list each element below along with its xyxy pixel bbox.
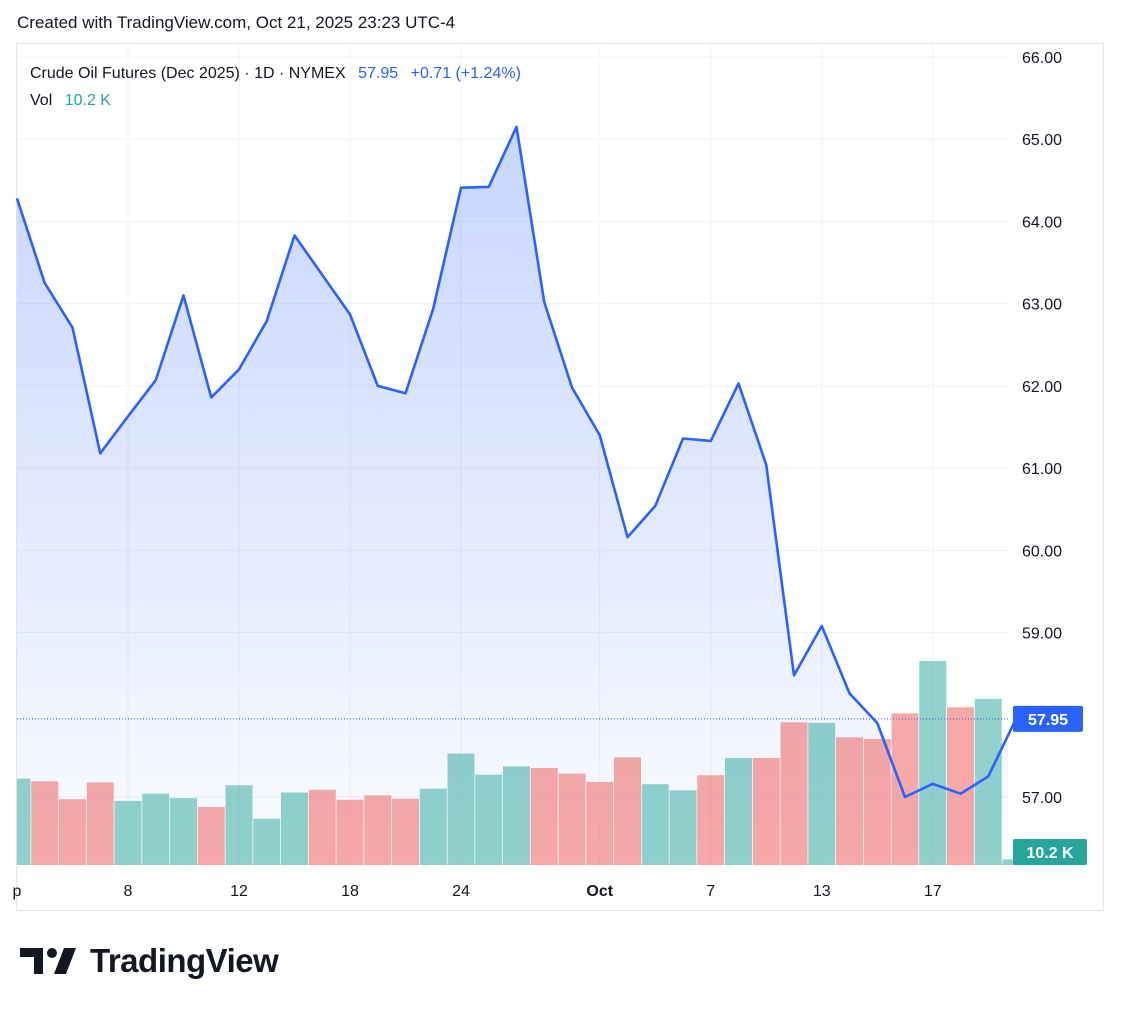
price-line[interactable] <box>15 125 1018 799</box>
volume-bar[interactable] <box>364 795 392 865</box>
y-tick-label: 57.00 <box>1022 790 1062 807</box>
volume-bar[interactable] <box>197 807 225 865</box>
volume-bar[interactable] <box>752 757 780 865</box>
x-tick-label: Oct <box>586 883 613 900</box>
volume-bar[interactable] <box>392 798 419 865</box>
volume-bar[interactable] <box>558 773 586 865</box>
volume-bar[interactable] <box>86 782 114 865</box>
volume-bar[interactable] <box>170 798 197 865</box>
y-tick-label: 60.00 <box>1022 543 1062 560</box>
volume-bar[interactable] <box>114 800 142 865</box>
x-tick-label: 7 <box>706 883 715 900</box>
last-volume-tag[interactable] <box>1013 839 1087 865</box>
chart-legend: Crude Oil Futures (Dec 2025) · 1D · NYME… <box>30 60 521 114</box>
volume-bar[interactable] <box>419 788 447 865</box>
volume-bar[interactable] <box>808 722 836 865</box>
x-tick-label: 24 <box>452 883 470 900</box>
volume-bar[interactable] <box>586 781 614 865</box>
legend-price: 57.95 <box>358 65 399 82</box>
last-price-tag-label: 57.95 <box>1028 712 1068 729</box>
y-tick-label: 62.00 <box>1022 379 1062 396</box>
tradingview-logo-text: TradingView <box>90 942 279 979</box>
legend-symbol[interactable]: Crude Oil Futures (Dec 2025) · 1D · NYME… <box>30 65 346 82</box>
y-tick-label: 66.00 <box>1022 50 1062 67</box>
volume-bar[interactable] <box>836 737 863 865</box>
y-tick-label: 61.00 <box>1022 461 1062 478</box>
volume-bar[interactable] <box>641 784 669 865</box>
y-tick-label: 63.00 <box>1022 297 1062 314</box>
volume-bar[interactable] <box>17 778 31 865</box>
volume-bar[interactable] <box>780 722 808 865</box>
volume-bar[interactable] <box>225 785 253 865</box>
last-price-tag[interactable] <box>1013 705 1083 732</box>
volume-bar[interactable] <box>669 790 697 865</box>
volume-bar[interactable] <box>530 768 558 865</box>
volume-bar[interactable] <box>31 781 59 865</box>
y-tick-label: 59.00 <box>1022 626 1062 643</box>
volume-bar[interactable] <box>614 757 641 865</box>
volume-bar[interactable] <box>253 818 281 865</box>
chart-frame[interactable] <box>16 43 1104 911</box>
legend-volume-label[interactable]: Vol <box>30 92 53 109</box>
volume-bar[interactable] <box>863 739 891 865</box>
tradingview-logo[interactable]: TradingView <box>20 942 279 980</box>
volume-bar[interactable] <box>142 793 170 865</box>
x-tick-label: 12 <box>230 883 248 900</box>
x-tick-label: 18 <box>341 883 359 900</box>
x-tick-label: 13 <box>813 883 831 900</box>
x-tick-label: p <box>13 883 22 900</box>
volume-bar[interactable] <box>447 753 475 865</box>
volume-bar[interactable] <box>891 713 919 865</box>
x-tick-label: 17 <box>924 883 942 900</box>
chart-caption: Created with TradingView.com, Oct 21, 20… <box>17 13 456 32</box>
volume-bar[interactable] <box>336 799 364 865</box>
legend-change: +0.71 (+1.24%) <box>410 65 521 82</box>
volume-bar[interactable] <box>59 799 86 865</box>
volume-bar[interactable] <box>308 789 336 865</box>
y-tick-label: 65.00 <box>1022 132 1062 149</box>
y-tick-label: 64.00 <box>1022 214 1062 231</box>
tradingview-logo-icon <box>20 948 76 974</box>
volume-bar[interactable] <box>947 707 974 865</box>
x-tick-label: 8 <box>124 883 133 900</box>
volume-bar[interactable] <box>475 774 503 865</box>
price-area-fill <box>17 126 1008 865</box>
legend-volume-value: 10.2 K <box>64 92 111 109</box>
legend-volume-row: Vol 10.2 K <box>30 87 521 114</box>
last-volume-tag-label: 10.2 K <box>1026 845 1074 862</box>
volume-bar[interactable] <box>697 775 725 865</box>
volume-bar[interactable] <box>725 757 752 865</box>
volume-bar[interactable] <box>919 661 947 865</box>
legend-symbol-row: Crude Oil Futures (Dec 2025) · 1D · NYME… <box>30 60 521 87</box>
volume-bar[interactable] <box>503 766 530 865</box>
volume-bar[interactable] <box>281 792 308 865</box>
